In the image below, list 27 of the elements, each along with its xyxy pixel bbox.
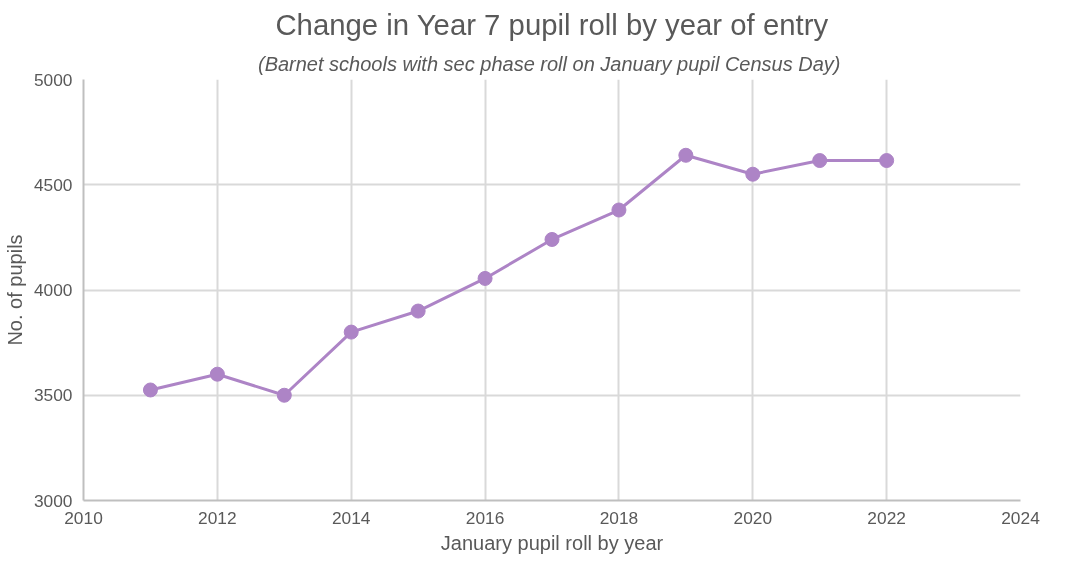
x-tick-label: 2014 [331,507,371,528]
y-tick-label: 4500 [33,174,73,195]
point [745,166,761,182]
y-tick-label: 5000 [33,69,73,90]
y-axis-title: No. of pupils [3,234,26,346]
point [812,153,828,169]
point [879,153,895,169]
point [410,303,426,319]
chart-title: Change in Year 7 pupil roll by year of entry [275,7,829,41]
y-tick-label: 4000 [33,280,73,300]
point [209,366,225,382]
point [477,270,493,286]
x-tick-label: 2016 [465,507,505,528]
x-axis-title: January pupil roll by year [440,531,664,554]
x-tick-label: 2024 [1001,507,1041,528]
chart-subtitle: (Barnet schools with sec phase roll on January pupil Census Day) [257,52,841,75]
x-tick-label: 2018 [599,507,639,528]
point [544,231,560,247]
x-tick-label: 2020 [733,507,773,528]
x-tick-label: 2012 [198,507,237,528]
point [611,202,627,218]
point [678,147,694,163]
y-tick-label: 3500 [33,385,73,406]
x-tick-label: 2022 [867,507,906,528]
point [343,324,359,340]
point [276,387,292,403]
point [142,382,158,398]
